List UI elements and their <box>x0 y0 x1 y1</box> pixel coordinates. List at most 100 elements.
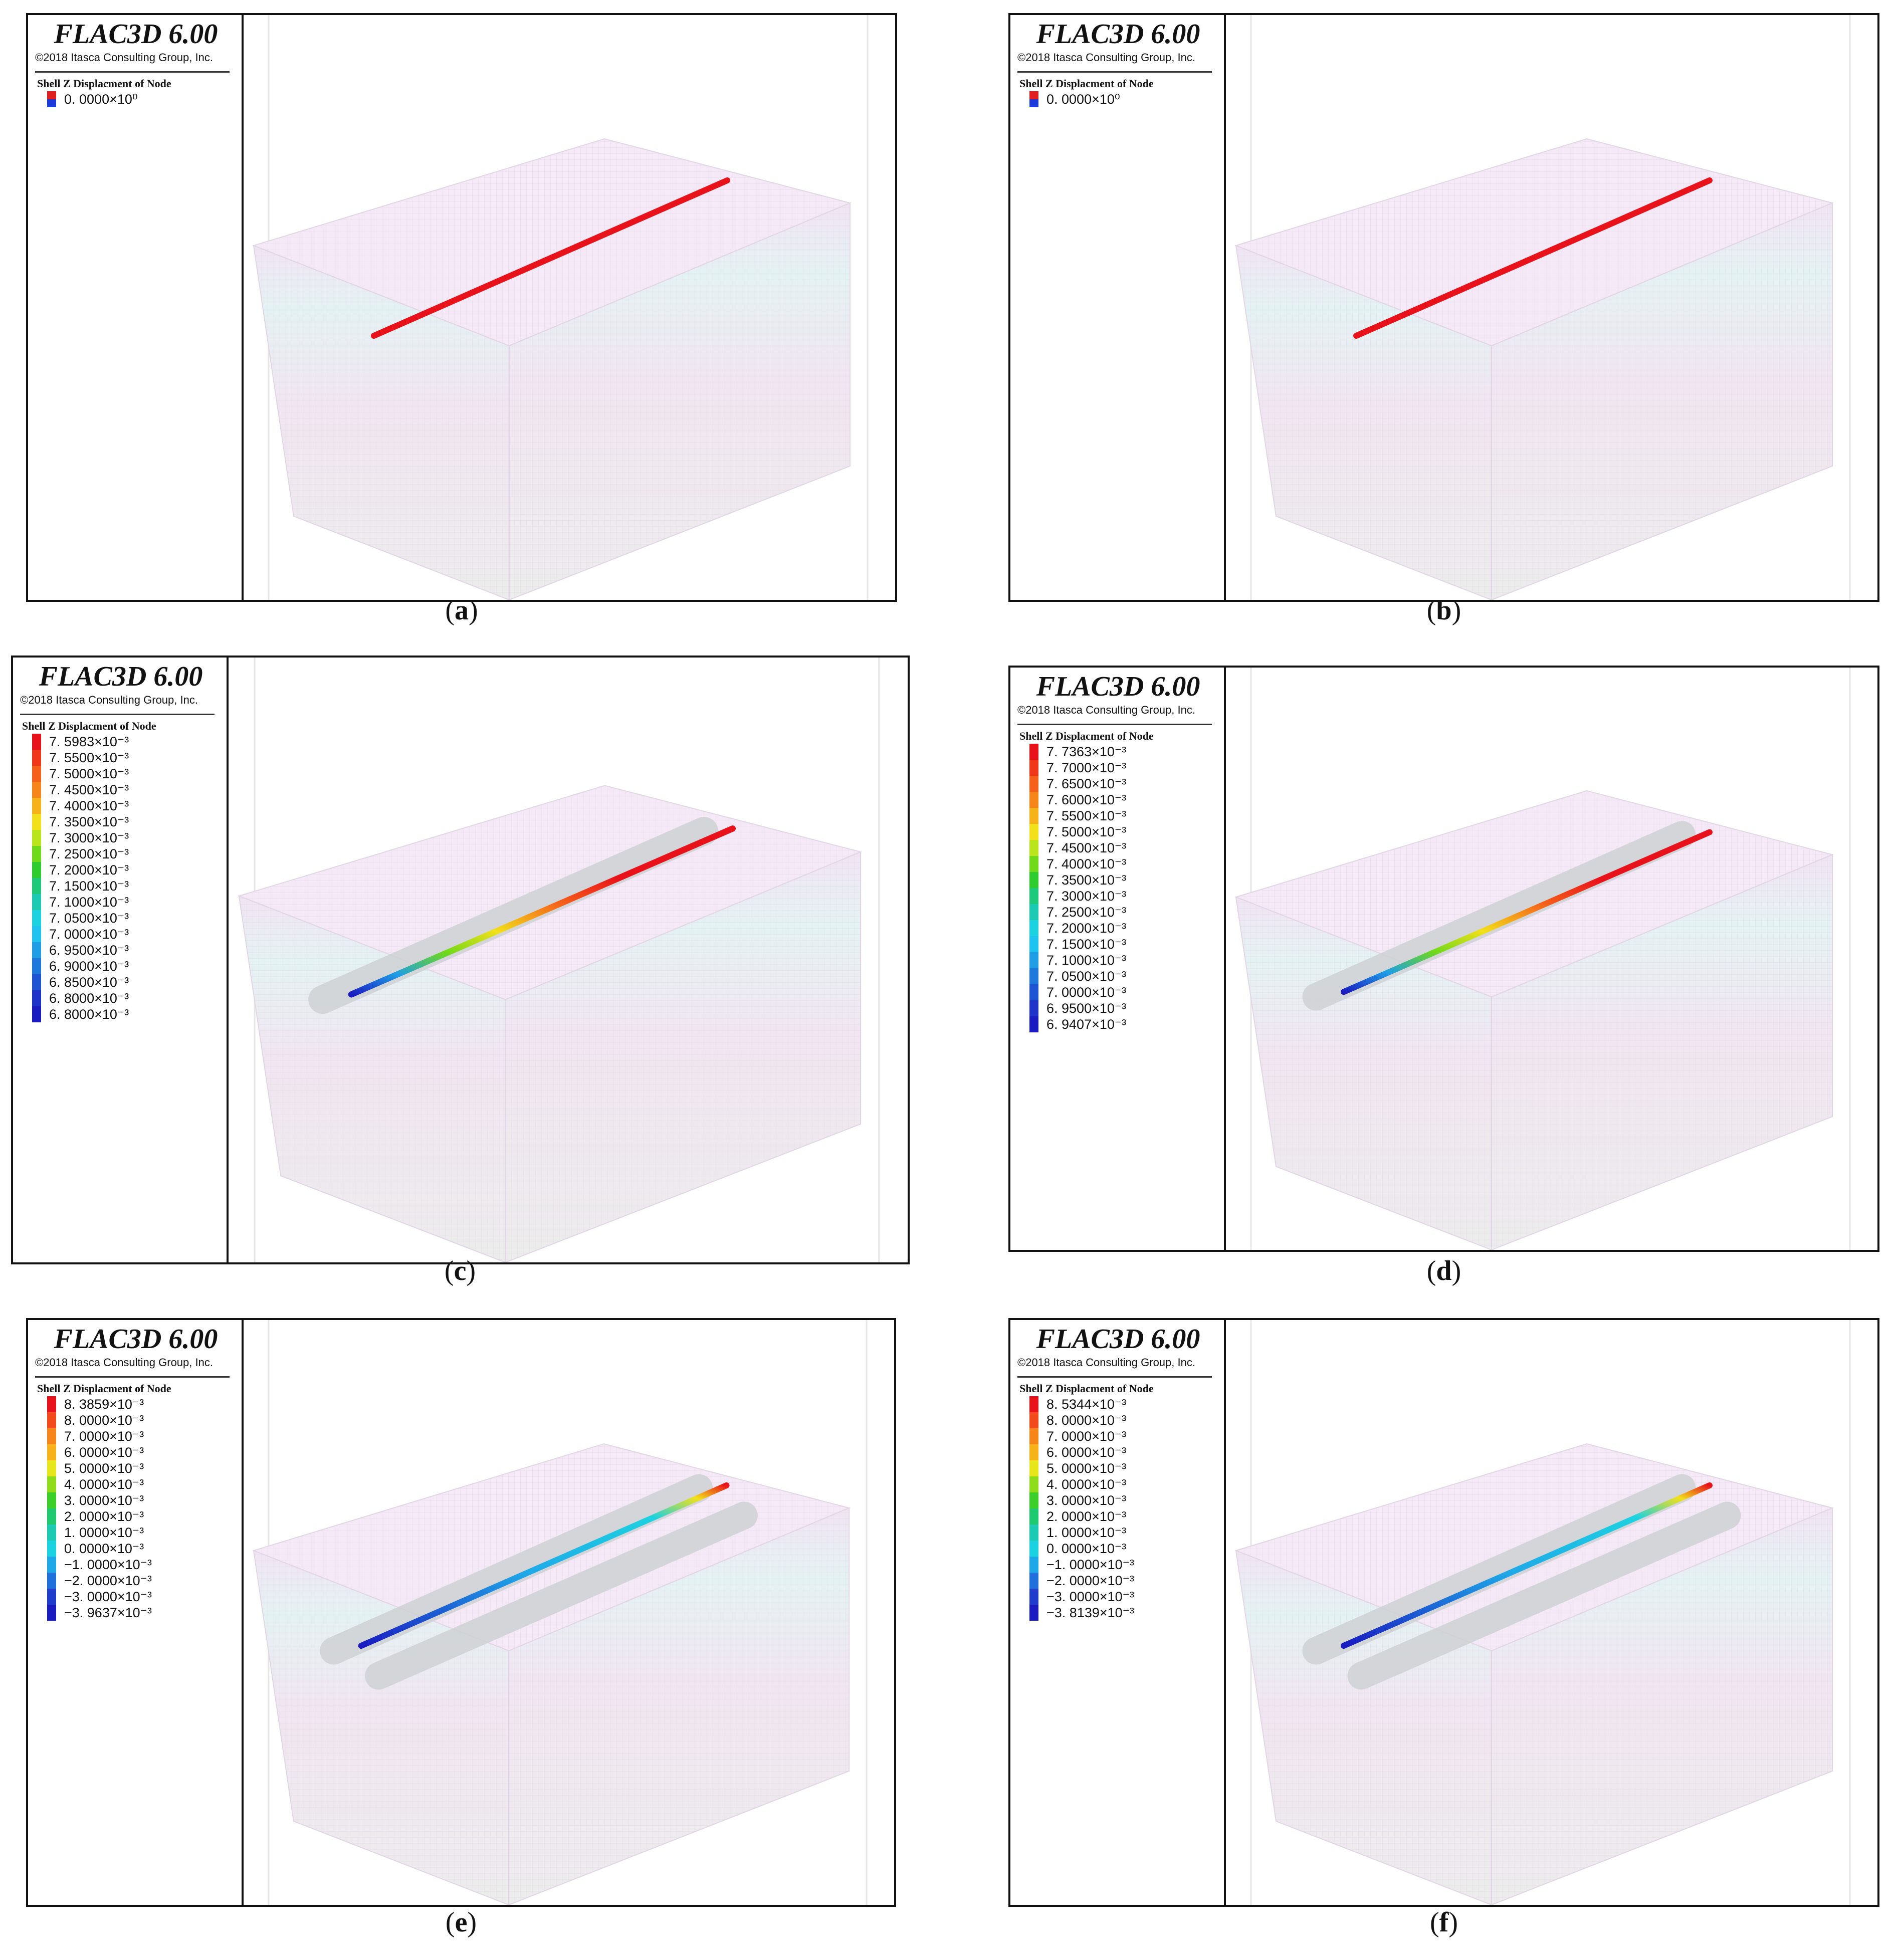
legend-value: 6. 9000×10⁻³ <box>49 959 129 974</box>
legend-value: 6. 8000×10⁻³ <box>49 991 129 1006</box>
legend-swatch <box>47 1444 56 1460</box>
legend-value: 7. 1000×10⁻³ <box>49 895 129 910</box>
legend-value: 7. 5983×10⁻³ <box>49 734 129 749</box>
legend-entries: 7. 5983×10⁻³ 7. 5500×10⁻³ 7. 5000×10⁻³ 7. 4… <box>32 734 129 1022</box>
legend-swatch <box>47 1525 56 1541</box>
legend-divider <box>35 71 230 73</box>
model-viewport[interactable] <box>1226 668 1877 1250</box>
legend-value: 7. 3000×10⁻³ <box>49 830 129 845</box>
figure-panel-e: FLAC3D 6.00 ©2018 Itasca Consulting Group… <box>26 1318 896 1907</box>
legend-swatch <box>1029 1444 1038 1460</box>
legend-panel: FLAC3D 6.00 ©2018 Itasca Consulting Group… <box>1010 1320 1226 1905</box>
legend-entry: 8. 5344×10⁻³ <box>1029 1396 1134 1412</box>
legend-entry: 7. 0000×10⁻³ <box>1029 984 1126 1000</box>
legend-entry: 7. 7363×10⁻³ <box>1029 744 1126 760</box>
legend-swatch <box>47 1460 56 1476</box>
legend-title: Shell Z Displacment of Node <box>1019 730 1154 742</box>
legend-swatch <box>1029 760 1038 776</box>
legend-value: 7. 4500×10⁻³ <box>1046 840 1127 855</box>
legend-swatch <box>32 974 41 990</box>
legend-value: 0. 0000×10⁻³ <box>1046 1541 1127 1556</box>
legend-entry: 0. 0000×10⁰ <box>47 91 138 107</box>
legend-swatch <box>47 1476 56 1492</box>
model-viewport[interactable] <box>244 15 895 600</box>
model-right-face-mesh <box>1492 854 1832 1250</box>
legend-swatch <box>1029 904 1038 920</box>
legend-swatch <box>47 91 56 107</box>
app-title: FLAC3D 6.00 <box>1036 671 1200 702</box>
figure-panel-d: FLAC3D 6.00 ©2018 Itasca Consulting Group… <box>1008 666 1879 1252</box>
legend-value: 4. 0000×10⁻³ <box>1046 1477 1127 1492</box>
legend-panel: FLAC3D 6.00 ©2018 Itasca Consulting Group… <box>1010 668 1226 1250</box>
tunnel-bore <box>1302 821 1696 1011</box>
legend-value: 7. 3500×10⁻³ <box>49 814 129 829</box>
legend-entry: 7. 4000×10⁻³ <box>1029 856 1126 872</box>
legend-value: 7. 5500×10⁻³ <box>49 750 129 765</box>
legend-swatch <box>1029 1412 1038 1428</box>
legend-swatch <box>32 990 41 1006</box>
caption-letter: e <box>455 1907 468 1938</box>
model-viewport[interactable] <box>229 658 908 1262</box>
model-right-face-mesh <box>505 851 861 1262</box>
legend-value: 2. 0000×10⁻³ <box>64 1509 144 1524</box>
copyright-text: ©2018 Itasca Consulting Group, Inc. <box>20 694 198 706</box>
legend-value: 0. 0000×10⁰ <box>64 92 138 107</box>
model-left-face-mesh <box>1236 246 1492 600</box>
legend-entry: 3. 0000×10⁻³ <box>1029 1492 1134 1508</box>
model-viewport[interactable] <box>1226 1320 1877 1905</box>
legend-swatch <box>47 1412 56 1428</box>
figure-panel-c: FLAC3D 6.00 ©2018 Itasca Consulting Group… <box>11 656 910 1264</box>
legend-entry: 6. 8000×10⁻³ <box>32 990 129 1006</box>
legend-value: 6. 9407×10⁻³ <box>1046 1017 1127 1032</box>
legend-swatch <box>47 1605 56 1621</box>
shell-lining <box>358 1482 730 1649</box>
legend-entry: 6. 9407×10⁻³ <box>1029 1016 1126 1032</box>
tunnel-bore-second <box>365 1501 758 1690</box>
copyright-text: ©2018 Itasca Consulting Group, Inc. <box>1017 704 1195 716</box>
legend-value: 4. 0000×10⁻³ <box>64 1477 144 1492</box>
legend-swatch <box>1029 936 1038 952</box>
app-title: FLAC3D 6.00 <box>54 19 218 50</box>
panel-caption: (c) <box>444 1255 476 1286</box>
legend-entry: 7. 2500×10⁻³ <box>1029 904 1126 920</box>
legend-value: 7. 3000×10⁻³ <box>1046 889 1127 904</box>
legend-title: Shell Z Displacment of Node <box>22 720 156 732</box>
model-render <box>237 658 880 1262</box>
legend-panel: FLAC3D 6.00 ©2018 Itasca Consulting Group… <box>28 1320 244 1905</box>
legend-value: 7. 2000×10⁻³ <box>49 862 129 878</box>
legend-swatch <box>32 878 41 894</box>
legend-title: Shell Z Displacment of Node <box>37 77 171 90</box>
app-title: FLAC3D 6.00 <box>54 1324 218 1355</box>
legend-value: 5. 0000×10⁻³ <box>1046 1461 1127 1476</box>
legend-entry: 7. 1500×10⁻³ <box>1029 936 1126 952</box>
copyright-text: ©2018 Itasca Consulting Group, Inc. <box>1017 51 1195 64</box>
tunnel-bore-second <box>1347 1501 1741 1690</box>
figure-panel-b: FLAC3D 6.00 ©2018 Itasca Consulting Group… <box>1008 13 1879 602</box>
legend-swatch <box>32 798 41 814</box>
legend-value: 7. 0500×10⁻³ <box>49 911 129 926</box>
legend-value: 7. 2500×10⁻³ <box>1046 905 1127 920</box>
legend-entries: 0. 0000×10⁰ <box>47 91 138 107</box>
legend-entry: 7. 5000×10⁻³ <box>1029 824 1126 840</box>
legend-swatch <box>32 750 41 766</box>
legend-title: Shell Z Displacment of Node <box>37 1382 171 1395</box>
model-viewport[interactable] <box>1226 15 1877 600</box>
legend-title: Shell Z Displacment of Node <box>1019 77 1154 90</box>
legend-value: 7. 5500×10⁻³ <box>1046 808 1127 823</box>
legend-swatch <box>1029 808 1038 824</box>
legend-value: −2. 0000×10⁻³ <box>1046 1573 1134 1588</box>
legend-entry: 6. 0000×10⁻³ <box>1029 1444 1134 1460</box>
legend-swatch <box>47 1573 56 1589</box>
legend-entry: 7. 5983×10⁻³ <box>32 734 129 750</box>
legend-swatch <box>1029 984 1038 1000</box>
caption-letter: a <box>455 595 469 626</box>
legend-entry: 7. 5000×10⁻³ <box>32 766 129 782</box>
legend-swatch <box>1029 792 1038 808</box>
model-viewport[interactable] <box>244 1320 894 1905</box>
legend-swatch <box>1029 1557 1038 1573</box>
legend-value: 7. 1500×10⁻³ <box>49 879 129 894</box>
legend-entry: 7. 2000×10⁻³ <box>32 862 129 878</box>
legend-swatch <box>1029 1396 1038 1412</box>
legend-entry: −2. 0000×10⁻³ <box>47 1573 152 1589</box>
legend-entry: 1. 0000×10⁻³ <box>47 1525 152 1541</box>
